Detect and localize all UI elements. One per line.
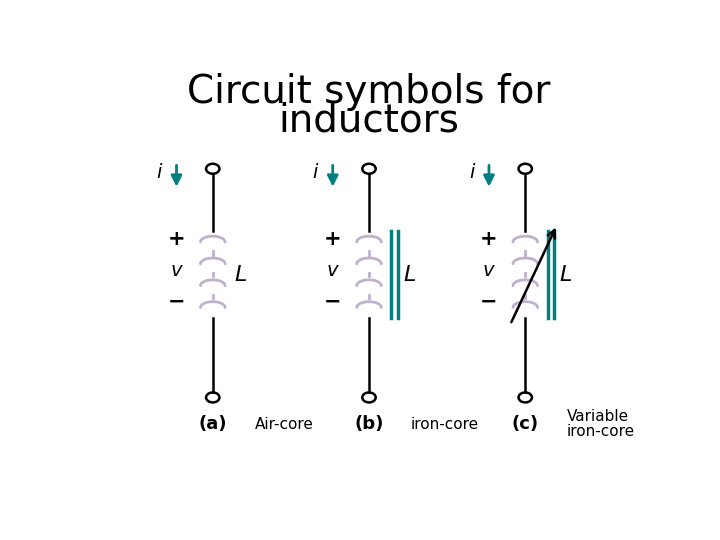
Text: (a): (a) bbox=[199, 415, 227, 434]
Text: $L$: $L$ bbox=[234, 265, 247, 285]
Text: iron-core: iron-core bbox=[567, 424, 635, 440]
Text: $i$: $i$ bbox=[469, 164, 476, 183]
Text: −: − bbox=[168, 292, 185, 312]
Text: $L$: $L$ bbox=[402, 265, 415, 285]
Text: +: + bbox=[168, 230, 185, 249]
Text: Variable: Variable bbox=[567, 409, 629, 424]
Text: $i$: $i$ bbox=[156, 164, 163, 183]
Text: $v$: $v$ bbox=[170, 261, 184, 280]
Text: (c): (c) bbox=[512, 415, 539, 434]
Text: inductors: inductors bbox=[279, 102, 459, 140]
Text: Air-core: Air-core bbox=[255, 417, 313, 432]
Text: (b): (b) bbox=[354, 415, 384, 434]
Text: Circuit symbols for: Circuit symbols for bbox=[187, 73, 551, 111]
Text: +: + bbox=[324, 230, 341, 249]
Text: iron-core: iron-core bbox=[411, 417, 479, 432]
Text: $i$: $i$ bbox=[312, 164, 320, 183]
Text: −: − bbox=[480, 292, 498, 312]
Text: −: − bbox=[324, 292, 341, 312]
Text: $v$: $v$ bbox=[482, 261, 496, 280]
Text: +: + bbox=[480, 230, 498, 249]
Text: $L$: $L$ bbox=[559, 265, 572, 285]
Text: $v$: $v$ bbox=[326, 261, 340, 280]
